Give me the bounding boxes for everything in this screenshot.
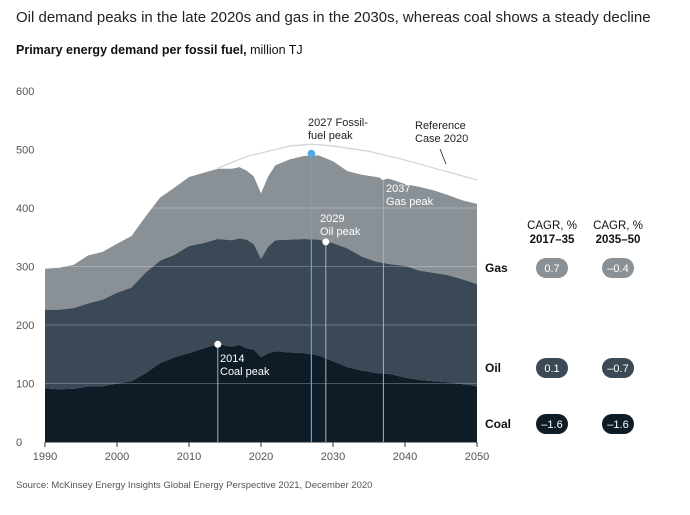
chart-title: Oil demand peaks in the late 2020s and g… — [16, 9, 651, 26]
x-tick-label: 2010 — [177, 451, 201, 463]
subtitle-bold: Primary energy demand per fossil fuel, — [16, 43, 247, 57]
fossil-peak-label-line2: fuel peak — [308, 130, 353, 142]
fossil-peak-label-line1: 2027 Fossil- — [308, 117, 368, 129]
area-oil — [45, 238, 477, 390]
cagr-header-line1: CAGR, % — [593, 220, 643, 232]
y-tick-label: 100 — [16, 379, 34, 391]
x-tick-label: 1990 — [33, 451, 57, 463]
x-tick-label: 2000 — [105, 451, 129, 463]
cagr-pill — [536, 414, 568, 434]
cagr-header-line2: 2017–35 — [530, 234, 575, 246]
oil-peak-label-text: Oil peak — [320, 226, 361, 238]
cagr-row-label-coal: Coal — [485, 417, 511, 431]
reference-label-line1: Reference — [415, 120, 466, 132]
source-note: Source: McKinsey Energy Insights Global … — [16, 480, 373, 491]
reference-callout-line — [439, 148, 447, 165]
cagr-value: –0.4 — [607, 263, 628, 275]
cagr-row-label-oil: Oil — [485, 361, 501, 375]
cagr-pill — [536, 258, 568, 278]
area-coal — [45, 344, 477, 442]
oil-peak-label-year: 2029 — [320, 213, 344, 225]
coal-peak-label-text: Coal peak — [220, 366, 270, 378]
y-tick-label: 300 — [16, 262, 34, 274]
subtitle-unit: million TJ — [246, 43, 303, 57]
cagr-value: –1.6 — [541, 419, 562, 431]
coal-peak-label-year: 2014 — [220, 353, 244, 365]
chart-subtitle: Primary energy demand per fossil fuel, m… — [16, 43, 303, 57]
cagr-pill — [536, 358, 568, 378]
cagr-value: 0.1 — [544, 363, 559, 375]
x-tick-label: 2020 — [249, 451, 273, 463]
reference-case-line — [217, 143, 478, 181]
gas-peak-label-text: Gas peak — [386, 196, 434, 208]
cagr-header-line1: CAGR, % — [527, 220, 577, 232]
cagr-value: –1.6 — [607, 419, 628, 431]
fossil-peak-marker — [307, 149, 316, 158]
cagr-pill — [602, 358, 634, 378]
y-tick-label: 500 — [16, 145, 34, 157]
x-tick-label: 2030 — [321, 451, 345, 463]
cagr-header-line2: 2035–50 — [596, 234, 641, 246]
reference-label-line2: Case 2020 — [415, 133, 468, 145]
y-tick-label: 0 — [16, 437, 22, 449]
y-tick-label: 400 — [16, 203, 34, 215]
oil-peak-marker — [322, 238, 330, 246]
gas-peak-label-year: 2037 — [386, 183, 410, 195]
cagr-pill — [602, 414, 634, 434]
cagr-value: 0.7 — [544, 263, 559, 275]
cagr-value: –0.7 — [607, 363, 628, 375]
x-tick-label: 2050 — [465, 451, 489, 463]
coal-peak-marker — [214, 340, 222, 348]
cagr-row-label-gas: Gas — [485, 261, 508, 275]
x-tick-label: 2040 — [393, 451, 417, 463]
y-tick-label: 600 — [16, 86, 34, 98]
cagr-pill — [602, 258, 634, 278]
gas-peak-marker — [379, 172, 387, 180]
area-gas — [45, 155, 477, 310]
y-tick-label: 200 — [16, 320, 34, 332]
